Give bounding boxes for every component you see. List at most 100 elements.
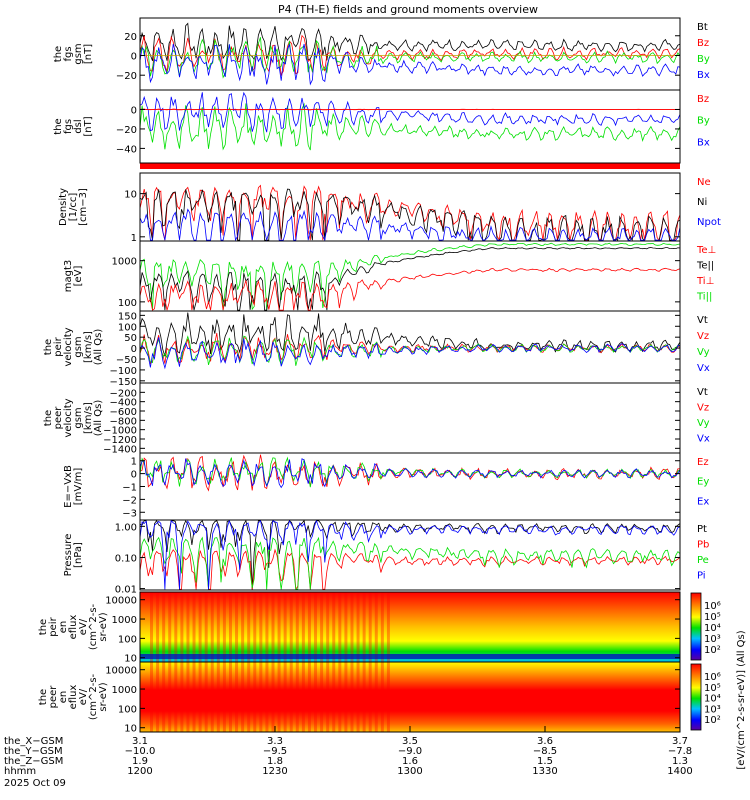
peir_spec-ylabel: the peir en eflux eV/(cm^2-s-sr-eV)	[38, 603, 109, 650]
efield-legend-1: Ey	[697, 477, 709, 488]
efield-ylabel: E=−VxB [mV/m]	[63, 465, 84, 508]
temp-legend-3: Ti||	[696, 292, 712, 303]
fgs_gsm-ylabel-line: the	[53, 46, 64, 62]
fgs_dsl-frame	[139, 89, 681, 164]
peir_vel-tick-label: −150	[110, 377, 137, 388]
peir_spec-tick-label: 10000	[105, 596, 137, 607]
peer_vel-ylabel: the peer velocity gsm [km/s] (All Qs)	[43, 398, 104, 437]
peir_spec-ylabel-line: eflux	[68, 615, 79, 640]
peer_spec-stripe	[289, 662, 293, 732]
pressure-tick-label: 1.00	[115, 522, 137, 533]
peir_vel-ylabel-line: peir	[53, 336, 64, 356]
peir_vel-ylabel-line: [km/s]	[83, 331, 94, 363]
peer_spec-tick-label: 100	[118, 704, 137, 715]
peir_vel-ylabel-line: the	[43, 339, 54, 355]
colorbar-tick-label: 10²	[704, 715, 721, 726]
peir_vel-legend-2: Vy	[697, 347, 710, 358]
panel-temp: 1000 100 magt3 [eV] Te⊥ Te|| Ti⊥ Ti||	[63, 240, 716, 312]
peer_spec-ylabel-line: sr-eV)	[98, 682, 109, 711]
peir_spec-stripe	[192, 592, 196, 662]
colorbar-tick-label: 10⁶	[704, 672, 721, 683]
xaxis-row-label: the_Y−GSM	[4, 746, 63, 757]
peir_spec-stripe	[186, 592, 190, 662]
xaxis-value: −10.0	[125, 746, 156, 757]
density-legend-0: Ne	[697, 177, 711, 188]
peir_spec-stripe	[374, 592, 378, 662]
fgs_gsm-ylabel-line: [nT]	[83, 44, 94, 64]
pressure-tick-label: 0.10	[115, 553, 137, 564]
colorbar-unit-label: [eV/(cm^2-s-sr-eV)] (All Qs)	[736, 630, 747, 769]
fgs_gsm-ylabel: the fgs gsm [nT]	[53, 43, 94, 64]
fgs_dsl-legend-0: Bz	[697, 94, 709, 105]
peir_spec-stripe	[198, 592, 202, 662]
peer_vel-tick-label: −400	[110, 398, 137, 409]
efield-tick-label: −2	[122, 495, 137, 506]
fgs_gsm-tick-label: −20	[116, 71, 137, 82]
peer_spec-stripe	[356, 662, 360, 732]
peer_vel-legend-3: Vx	[697, 434, 710, 445]
peer_spec-stripe	[192, 662, 196, 732]
peer_vel-ylabel-line: [km/s]	[83, 402, 94, 434]
peir_spec-stripe	[180, 592, 184, 662]
peer_spec-stripe	[277, 662, 281, 732]
peir_spec-stripe	[222, 592, 226, 662]
fgs_dsl-legend-2: Bx	[697, 137, 710, 148]
panel-pressure: 1.00 0.10 0.01 Pressure [nPa] Pt Pb Pe Pi	[63, 519, 709, 596]
peir_spec-spectrogram	[140, 592, 680, 662]
colorbar-tick-label: 10⁴	[704, 623, 721, 634]
peir_spec-stripe	[253, 592, 257, 662]
peir_vel-tick-label: −50	[116, 355, 137, 366]
peer_spec-stripe	[326, 662, 330, 732]
peir_spec-ylabel-line: eV/	[78, 618, 89, 635]
peir_vel-tick-label: 50	[124, 333, 137, 344]
peer_vel-tick-label: −1200	[103, 435, 137, 446]
peer_vel-tick-label: −200	[110, 388, 137, 399]
efield-series-0	[139, 454, 681, 492]
peer_spec-ylabel-line: the	[38, 689, 49, 705]
fgs_dsl-legend-1: By	[697, 116, 710, 127]
xaxis-row-label: the_X−GSM	[4, 736, 63, 747]
fgs_gsm-series-1	[139, 34, 681, 77]
peer_vel-legend-2: Vy	[697, 418, 710, 429]
fgs_dsl-tick-label: 0	[131, 105, 137, 116]
xaxis-value: 1300	[397, 766, 422, 777]
peir_spec-stripe	[332, 592, 336, 662]
fgs_dsl-tick-label: −20	[116, 125, 137, 136]
peer_spec-stripe	[253, 662, 257, 732]
peer_spec-stripe	[168, 662, 172, 732]
pressure-legend-3: Pi	[697, 571, 706, 582]
peir_spec-stripe	[283, 592, 287, 662]
peer_spec-stripe	[301, 662, 305, 732]
density-series-1	[139, 188, 681, 242]
density-legend-2: Npot	[697, 217, 721, 228]
fgs_gsm-series-0	[139, 22, 681, 61]
peir_spec-stripe	[368, 592, 372, 662]
peir_vel-legend-1: Vz	[697, 331, 709, 342]
fgs_gsm-tick-label: 0	[131, 51, 137, 62]
temp-frame	[139, 240, 681, 312]
xaxis-value: 1400	[667, 766, 692, 777]
peer_spec-stripe	[380, 662, 384, 732]
peer_spec-ylabel-line: en	[58, 691, 69, 704]
peir_spec-stripe	[271, 592, 275, 662]
peer_vel-ylabel-line: the	[43, 410, 54, 426]
fgs_dsl-series-1	[139, 102, 681, 151]
peir_vel-tick-label: −100	[110, 366, 137, 377]
peer_spec-stripe	[271, 662, 275, 732]
xaxis-value: 3.1	[132, 736, 148, 747]
peer_spec-tick-label: 10	[124, 724, 137, 735]
pressure-series-2	[139, 536, 681, 590]
peir_vel-legend-0: Vt	[697, 315, 708, 326]
peer_spec-stripe	[162, 662, 166, 732]
panel-fgs_gsm: 20 0 −20 the fgs gsm [nT] Bt Bz By Bx	[53, 17, 710, 91]
peir_spec-ylabel-line: en	[58, 621, 69, 634]
colorbar-tick-label: 10³	[704, 634, 721, 645]
peir_spec-stripe	[301, 592, 305, 662]
fgs_gsm-series-3	[139, 43, 681, 86]
pressure-legend-0: Pt	[697, 524, 707, 535]
fgs_dsl-ylabel-line: fgs	[63, 119, 74, 134]
peer_spec-stripe	[210, 662, 214, 732]
xaxis-value: 1200	[127, 766, 152, 777]
